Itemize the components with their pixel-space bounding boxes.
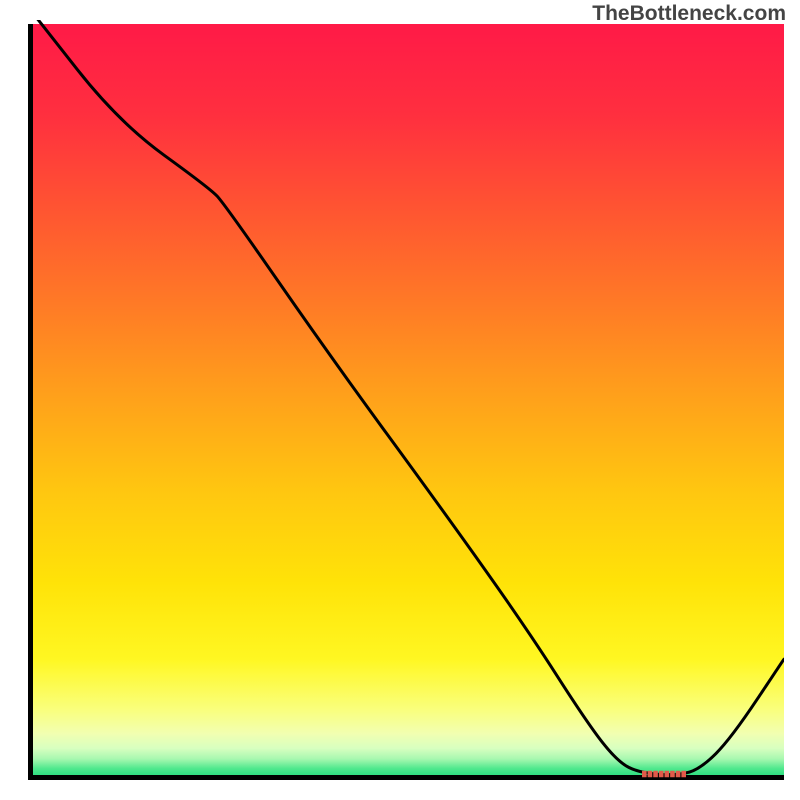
watermark-text: TheBottleneck.com bbox=[592, 2, 786, 26]
bottleneck-chart: ∎∎∎∎∎∎∎∎ bbox=[0, 0, 800, 800]
chart-axes-svg bbox=[0, 0, 800, 800]
optimal-point-marker: ∎∎∎∎∎∎∎∎ bbox=[640, 766, 685, 780]
